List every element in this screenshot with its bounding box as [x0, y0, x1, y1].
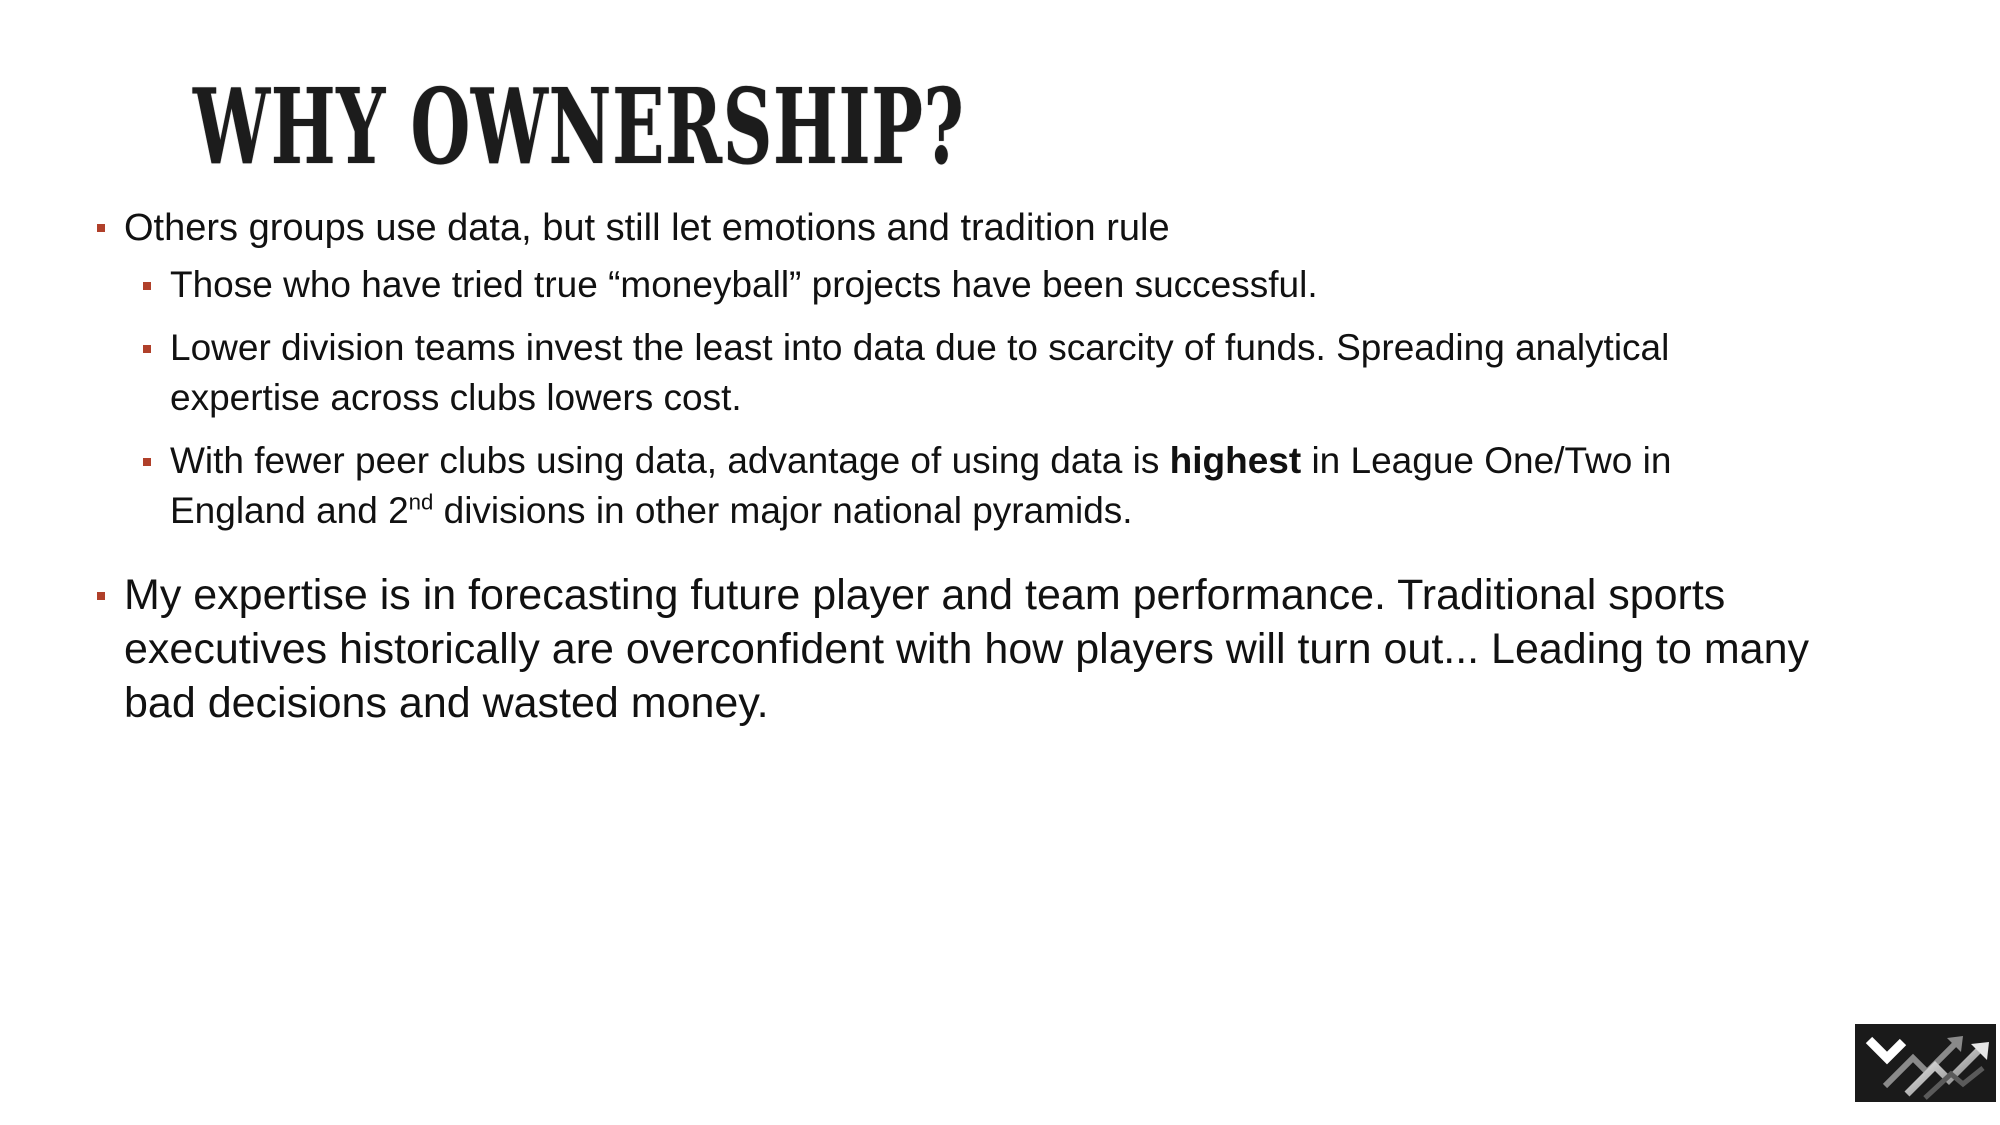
bullet-item: My expertise is in forecasting future pl… [97, 568, 1809, 730]
sub-bullet-item: With fewer peer clubs using data, advant… [143, 436, 1671, 536]
bullet-line: My expertise is in forecasting future pl… [124, 571, 1726, 619]
sub-bullet-item: Lower division teams invest the least in… [143, 323, 1669, 423]
sub-bullet-item: Those who have tried true “moneyball” pr… [143, 260, 1318, 310]
bullet-line: executives historically are overconfiden… [124, 625, 1809, 673]
sub-bullet-line-segment: divisions in other major national pyrami… [433, 490, 1133, 531]
bullet-marker-icon [97, 224, 105, 232]
sub-bullet-line: expertise across clubs lowers cost. [170, 377, 742, 418]
sub-bullet-line-segment: in League One/Two in [1301, 440, 1672, 481]
bullet-marker-icon [143, 345, 151, 353]
emphasis-text: highest [1169, 440, 1302, 481]
sub-bullet-line: Lower division teams invest the least in… [170, 327, 1670, 368]
sub-bullet-line-segment: With fewer peer clubs using data, advant… [170, 440, 1170, 481]
slide-title: WHY OWNERSHIP? [193, 65, 965, 188]
sub-bullet-text: Lower division teams invest the least in… [170, 323, 1669, 423]
sub-bullet-text: With fewer peer clubs using data, advant… [170, 436, 1671, 536]
bullet-line: bad decisions and wasted money. [124, 679, 769, 727]
sub-bullet-line-segment: England and 2 [170, 490, 409, 531]
bullet-marker-icon [143, 458, 151, 466]
bullet-item: Others groups use data, but still let em… [97, 206, 1170, 250]
bullet-marker-icon [143, 282, 151, 290]
bullet-marker-icon [97, 592, 105, 600]
bullet-text: Others groups use data, but still let em… [124, 207, 1170, 249]
rising-arrows-logo-icon [1855, 1024, 1996, 1102]
bullet-text: My expertise is in forecasting future pl… [124, 568, 1809, 730]
logo-graphic [1865, 1036, 1989, 1100]
ordinal-superscript: nd [408, 489, 434, 515]
sub-bullet-text: Those who have tried true “moneyball” pr… [170, 264, 1318, 305]
